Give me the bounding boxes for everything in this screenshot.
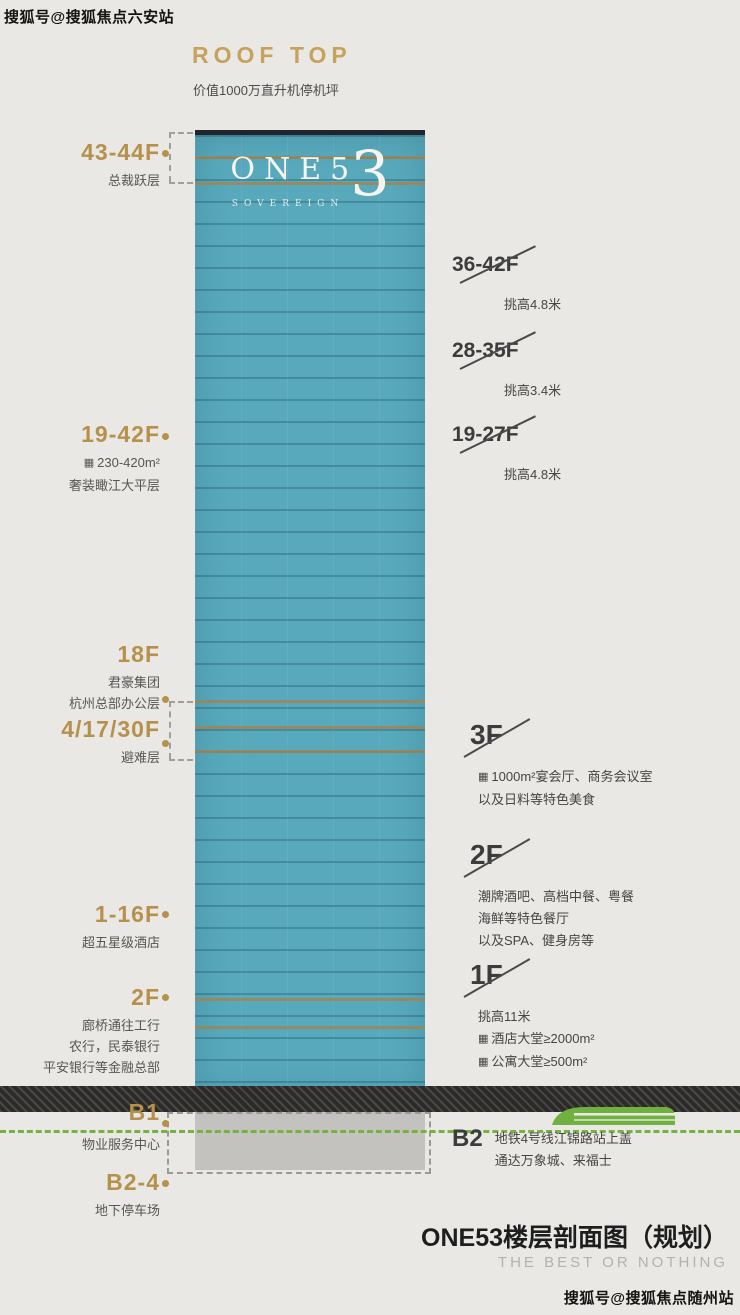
train-icon [552,1107,675,1125]
connector-dot [162,911,169,918]
connector-dot [162,433,169,440]
floor-range: 19-42F [81,421,160,447]
floor-range: 36-42F [452,245,536,284]
right-label-3f: 3F ▦ 1000m²宴会厅、商务会议室 以及日料等特色美食 [452,718,653,811]
floor-range: 1F [463,958,531,998]
desc-line: 挑高4.8米 [504,467,562,482]
desc-line: 地铁4号线江锦路站上盖 [494,1131,632,1146]
right-label-36-42f: 36-42F 挑高4.8米 [452,245,562,316]
connector-dot [162,740,169,747]
floor-range: 3F [463,718,531,758]
desc-line: 超五星级酒店 [81,935,160,950]
underground-outline [167,1112,431,1174]
footer-slogan: THE BEST OR NOTHING [497,1254,728,1271]
desc-line: 挑高3.4米 [504,383,562,398]
connector-dot [162,150,169,157]
floorplan-icon: ▦ [478,1056,489,1068]
logo-wordmark: ONE53 [195,143,425,205]
bracket-43-44f-tick [169,182,193,184]
floor-range: 18F [117,641,160,667]
desc-line: 以及SPA、健身房等 [478,933,595,948]
desc-line: ▦ 1000m²宴会厅、商务会议室 [478,766,653,789]
desc-line: ▦ 230-420m² [10,452,160,475]
connector-dot [162,1180,169,1187]
desc-line: 总裁跃层 [107,173,160,188]
connector-dot [162,994,169,1001]
gold-floor-line [195,156,425,159]
bracket-refuge-floor [169,701,171,759]
desc-line: 潮牌酒吧、高档中餐、粤餐 [478,889,635,904]
floor-range: 28-35F [452,331,536,370]
bracket-refuge-tick [169,759,193,761]
footer-title: ONE53楼层剖面图（规划） [421,1224,728,1252]
floor-range: B2-4 [106,1169,160,1195]
desc-line: 避难层 [120,750,160,765]
left-label-18f: 18F 君豪集团 杭州总部办公层 [10,640,160,714]
right-label-b2: B2 地铁4号线江锦路站上盖 通达万象城、来福士 [452,1126,632,1172]
underground-section [195,1112,425,1170]
left-label-19-42f: 19-42F ▦ 230-420m² 奢装瞰江大平层 [10,420,160,496]
right-label-28-35f: 28-35F 挑高3.4米 [452,331,562,402]
roof-title: ROOF TOP [192,42,352,68]
desc-line: 杭州总部办公层 [68,696,160,711]
floor-range: 4/17/30F [61,716,160,742]
floor-range: 2F [463,838,531,878]
bracket-refuge-tick [169,701,193,703]
floor-range: 2F [131,984,160,1010]
gold-floor-line [195,998,425,1001]
left-label-2f: 2F 廊桥通往工行 农行，民泰银行 平安银行等金融总部 [10,983,160,1078]
logo-subtitle: SOVEREIGN [231,199,345,210]
metro-line [0,1130,740,1133]
right-label-2f: 2F 潮牌酒吧、高档中餐、粤餐 海鲜等特色餐厅 以及SPA、健身房等 [452,838,634,952]
logo-number: 3 [350,137,390,210]
floor-range: B1 [128,1099,160,1125]
desc-line: 农行，民泰银行 [68,1039,160,1054]
floor-range: 19-27F [452,415,536,454]
connector-dot [162,1120,169,1127]
desc-line: ▦ 酒店大堂≥2000m² [478,1028,595,1051]
desc-line: 挑高4.8米 [504,297,562,312]
left-label-1-16f: 1-16F 超五星级酒店 [10,900,160,953]
right-label-19-27f: 19-27F 挑高4.8米 [452,415,562,486]
right-label-1f: 1F 挑高11米 ▦ 酒店大堂≥2000m² ▦ 公寓大堂≥500m² [452,958,595,1074]
desc-line: 挑高11米 [478,1009,531,1024]
gold-floor-line [195,1026,425,1029]
desc-line: 君豪集团 [107,675,160,690]
gold-floor-line [195,750,425,753]
left-label-43-44f: 43-44F 总裁跃层 [10,138,160,191]
logo-prefix: ONE5 [230,152,359,187]
desc-line: 地下停车场 [94,1203,160,1218]
gold-floor-line [195,726,425,729]
floor-range: 43-44F [81,139,160,165]
desc-line: 通达万象城、来福士 [494,1153,612,1168]
floorplan-icon: ▦ [478,771,489,783]
floor-range: 1-16F [94,901,160,927]
left-label-refuge: 4/17/30F 避难层 [10,715,160,768]
building-logo: ONE53 SOVEREIGN [195,143,425,210]
left-label-b1: B1 物业服务中心 [10,1098,160,1155]
watermark-top: 搜狐号@搜狐焦点六安站 [4,9,175,26]
desc-line: 平安银行等金融总部 [42,1060,160,1075]
desc-line: 廊桥通往工行 [81,1018,160,1033]
floorplan-icon: ▦ [83,457,95,469]
bracket-43-44f [169,132,171,182]
desc-line: ▦ 公寓大堂≥500m² [478,1051,595,1074]
desc-line: 以及日料等特色美食 [478,792,596,807]
bracket-43-44f-tick [169,132,193,134]
watermark-bottom: 搜狐号@搜狐焦点随州站 [563,1290,734,1307]
floor-range: B2 [452,1125,483,1152]
desc-line: 海鲜等特色餐厅 [478,911,570,926]
desc-line: 物业服务中心 [81,1137,160,1152]
desc-line: 奢装瞰江大平层 [68,478,160,493]
connector-dot [162,696,169,703]
floorplan-icon: ▦ [478,1033,489,1045]
left-label-b2-4: B2-4 地下停车场 [10,1168,160,1221]
gold-floor-line [195,700,425,703]
gold-floor-line [195,182,425,185]
building-tower [195,130,425,1093]
roof-subtitle: 价值1000万直升机停机坪 [193,83,339,98]
